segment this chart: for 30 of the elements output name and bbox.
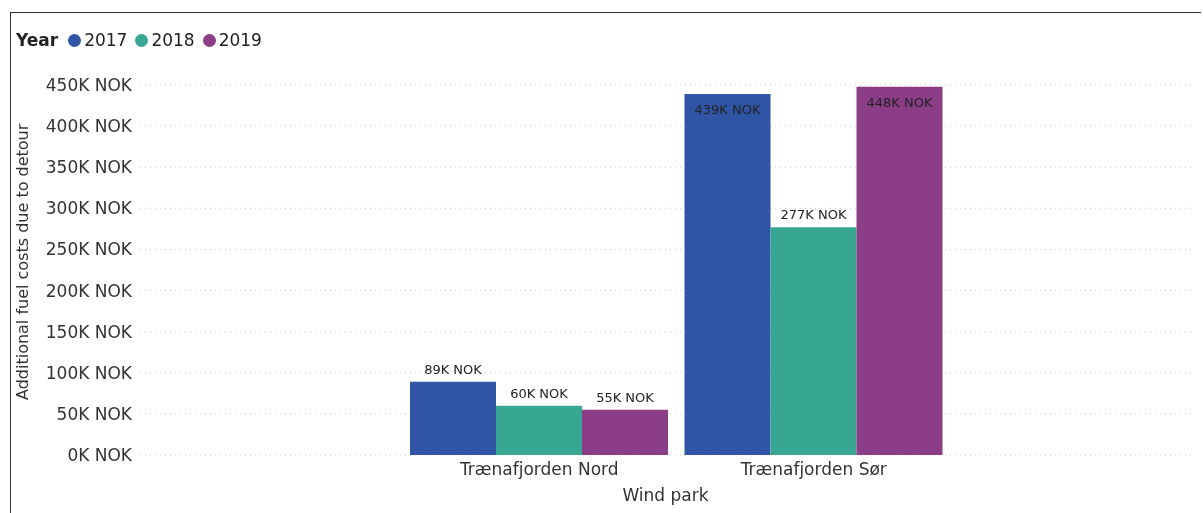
- y-tick-label: 250K NOK: [45, 239, 133, 260]
- data-label: 55K NOK: [596, 389, 655, 405]
- data-label: 448K NOK: [866, 94, 933, 110]
- y-tick-label: 100K NOK: [45, 362, 133, 383]
- bar: [496, 405, 582, 455]
- y-tick-label: 400K NOK: [45, 116, 133, 137]
- legend-label: 2018: [150, 30, 195, 50]
- legend-title: Year: [16, 30, 59, 50]
- legend-label: 2017: [83, 30, 128, 50]
- bar: [582, 409, 668, 455]
- x-tick-label: Trænafjorden Nord: [458, 459, 619, 480]
- data-label: 277K NOK: [780, 207, 847, 223]
- y-tick-label: 0K NOK: [67, 445, 133, 466]
- y-tick-label: 300K NOK: [45, 198, 133, 219]
- bar: [856, 86, 943, 455]
- y-tick-label: 200K NOK: [45, 280, 133, 301]
- x-axis-title: Wind park: [622, 485, 709, 505]
- y-axis-title: Additional fuel costs due to detour: [12, 123, 32, 400]
- y-tick-label: 150K NOK: [45, 321, 133, 342]
- bar: [410, 381, 496, 455]
- data-label: 89K NOK: [424, 361, 483, 377]
- bar: [684, 94, 771, 455]
- y-tick-label: 350K NOK: [45, 157, 133, 178]
- x-tick-label: Trænafjorden Sør: [739, 459, 887, 480]
- data-label: 60K NOK: [510, 385, 569, 401]
- legend-label: 2019: [217, 30, 262, 50]
- y-tick-label: 450K NOK: [45, 75, 133, 96]
- y-tick-label: 50K NOK: [56, 403, 133, 424]
- bar: [770, 227, 857, 455]
- data-label: 439K NOK: [694, 102, 761, 118]
